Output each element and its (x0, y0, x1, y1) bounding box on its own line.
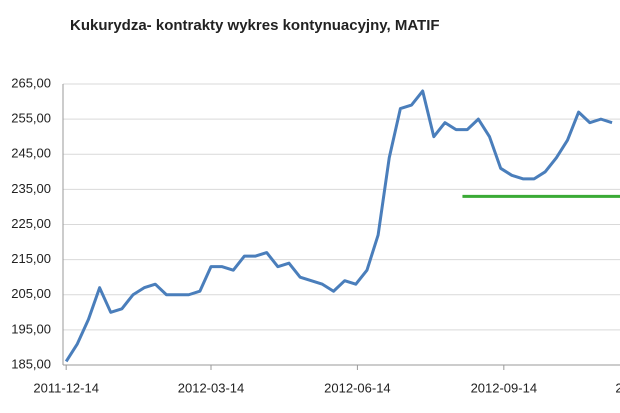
x-tick-label: 2012-03-14 (178, 380, 245, 395)
series-line (64, 89, 613, 363)
chart-title: Kukurydza- kontrakty wykres kontynuacyjn… (70, 17, 440, 34)
y-tick-label: 235,00 (11, 181, 51, 196)
y-tick-label: 185,00 (11, 356, 51, 371)
x-tick-label: 2012-12-14 (615, 380, 620, 395)
y-tick-label: 245,00 (11, 146, 51, 161)
y-tick-label: 255,00 (11, 111, 51, 126)
y-tick-label: 225,00 (11, 216, 51, 231)
y-tick-label: 205,00 (11, 286, 51, 301)
x-tick-label: 2012-09-14 (471, 380, 538, 395)
y-tick-label: 265,00 (11, 75, 51, 90)
y-tick-label: 195,00 (11, 321, 51, 336)
x-tick-label: 2012-06-14 (324, 380, 391, 395)
y-tick-label: 215,00 (11, 251, 51, 266)
x-tick-label: 2011-12-14 (33, 380, 99, 395)
